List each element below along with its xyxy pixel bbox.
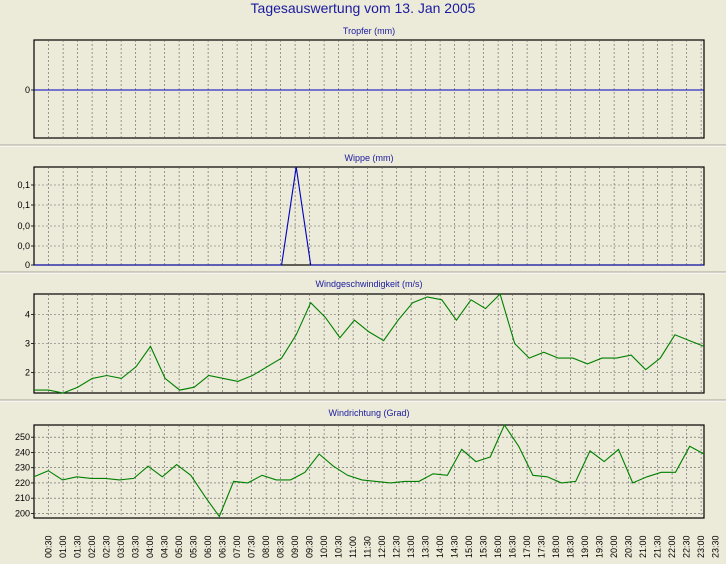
y-tick-label: 4 (25, 309, 30, 319)
x-tick-label: 09:30 (305, 535, 315, 558)
x-tick-label: 00:30 (44, 535, 54, 558)
x-tick-label: 11:00 (348, 536, 358, 558)
series-line-1 (33, 423, 705, 518)
x-tick-label: 08:00 (261, 535, 271, 558)
x-tick-label: 11:30 (363, 536, 373, 558)
x-tick-label: 06:30 (218, 535, 228, 558)
x-tick-label: 12:00 (377, 535, 387, 558)
y-tick-label: 0 (25, 260, 30, 270)
plot-frame (33, 39, 705, 139)
x-tick-label: 22:00 (667, 535, 677, 558)
x-tick-label: 20:00 (609, 535, 619, 558)
x-tick-label: 18:30 (566, 535, 576, 558)
x-tick-label: 03:00 (116, 535, 126, 558)
x-tick-label: 23:30 (711, 535, 721, 558)
x-tick-label: 19:00 (580, 535, 590, 558)
x-tick-label: 13:30 (421, 535, 431, 558)
y-tick-label: 0,0 (17, 241, 30, 251)
x-tick-label: 04:00 (145, 535, 155, 558)
y-tick-label: 0,1 (17, 180, 30, 190)
panel-title: Windrichtung (Grad) (328, 408, 409, 418)
y-tick-label: 3 (25, 339, 30, 349)
x-tick-label: 21:30 (653, 535, 663, 558)
x-tick-label: 16:30 (508, 535, 518, 558)
y-tick-label: 0,1 (17, 200, 30, 210)
panel-2: Wippe (mm) 0 0,0 0,0 0,1 0,1 (0, 153, 726, 274)
x-tick-label: 08:30 (276, 535, 286, 558)
x-tick-label: 17:30 (537, 535, 547, 558)
plot-frame (33, 166, 705, 266)
panel-title: Tropfer (mm) (343, 26, 395, 36)
x-tick-label: 14:00 (435, 535, 445, 558)
x-tick-label: 02:30 (102, 535, 112, 558)
x-tick-label: 07:00 (232, 535, 242, 558)
panel-1: Tropfer (mm) 0 (0, 26, 726, 147)
x-tick-label: 10:00 (319, 535, 329, 558)
y-tick-label: 200 (15, 508, 30, 518)
page-title: Tagesauswertung vom 13. Jan 2005 (250, 0, 476, 16)
x-tick-label: 12:30 (392, 535, 402, 558)
x-tick-label: 02:00 (87, 535, 97, 558)
x-tick-label: 09:00 (290, 535, 300, 558)
x-tick-label: 03:30 (131, 535, 141, 558)
x-tick-label: 15:00 (464, 535, 474, 558)
y-tick-label: 250 (15, 432, 30, 442)
y-tick-label: 0 (25, 85, 30, 95)
x-tick-label: 13:00 (406, 535, 416, 558)
panel-title: Wippe (mm) (345, 153, 394, 163)
y-tick-label: 240 (15, 447, 30, 457)
y-tick-label: 0,0 (17, 221, 30, 231)
x-tick-label: 05:00 (174, 535, 184, 558)
x-tick-label: 14:30 (450, 535, 460, 558)
x-tick-label: 23:00 (696, 535, 706, 558)
panel-3: Windgeschwindigkeit (m/s) 2 3 4 (0, 279, 726, 402)
y-tick-label: 230 (15, 463, 30, 473)
x-tick-label: 17:00 (522, 535, 532, 558)
x-tick-label: 01:00 (58, 535, 68, 558)
x-tick-label: 20:30 (624, 535, 634, 558)
y-tick-label: 2 (25, 368, 30, 378)
x-tick-label: 22:30 (682, 535, 692, 558)
x-tick-label: 04:30 (160, 535, 170, 558)
x-tick-label: 01:30 (73, 535, 83, 558)
x-tick-label: 05:30 (189, 535, 199, 558)
x-tick-label: 16:00 (493, 535, 503, 558)
panel-title: Windgeschwindigkeit (m/s) (315, 279, 422, 289)
y-tick-label: 220 (15, 478, 30, 488)
x-tick-label: 06:00 (203, 535, 213, 558)
x-tick-label: 18:00 (551, 535, 561, 558)
x-tick-label: 10:30 (334, 535, 344, 558)
x-tick-label: 07:30 (247, 535, 257, 558)
plot-frame (33, 424, 705, 519)
x-tick-label: 19:30 (595, 535, 605, 558)
y-tick-label: 210 (15, 493, 30, 503)
panel-4: Windrichtung (Grad) 200 210 220 230 240 250 (15, 408, 705, 519)
x-tick-label: 21:00 (638, 535, 648, 558)
plot-frame (33, 293, 705, 394)
x-tick-label: 15:30 (479, 535, 489, 558)
